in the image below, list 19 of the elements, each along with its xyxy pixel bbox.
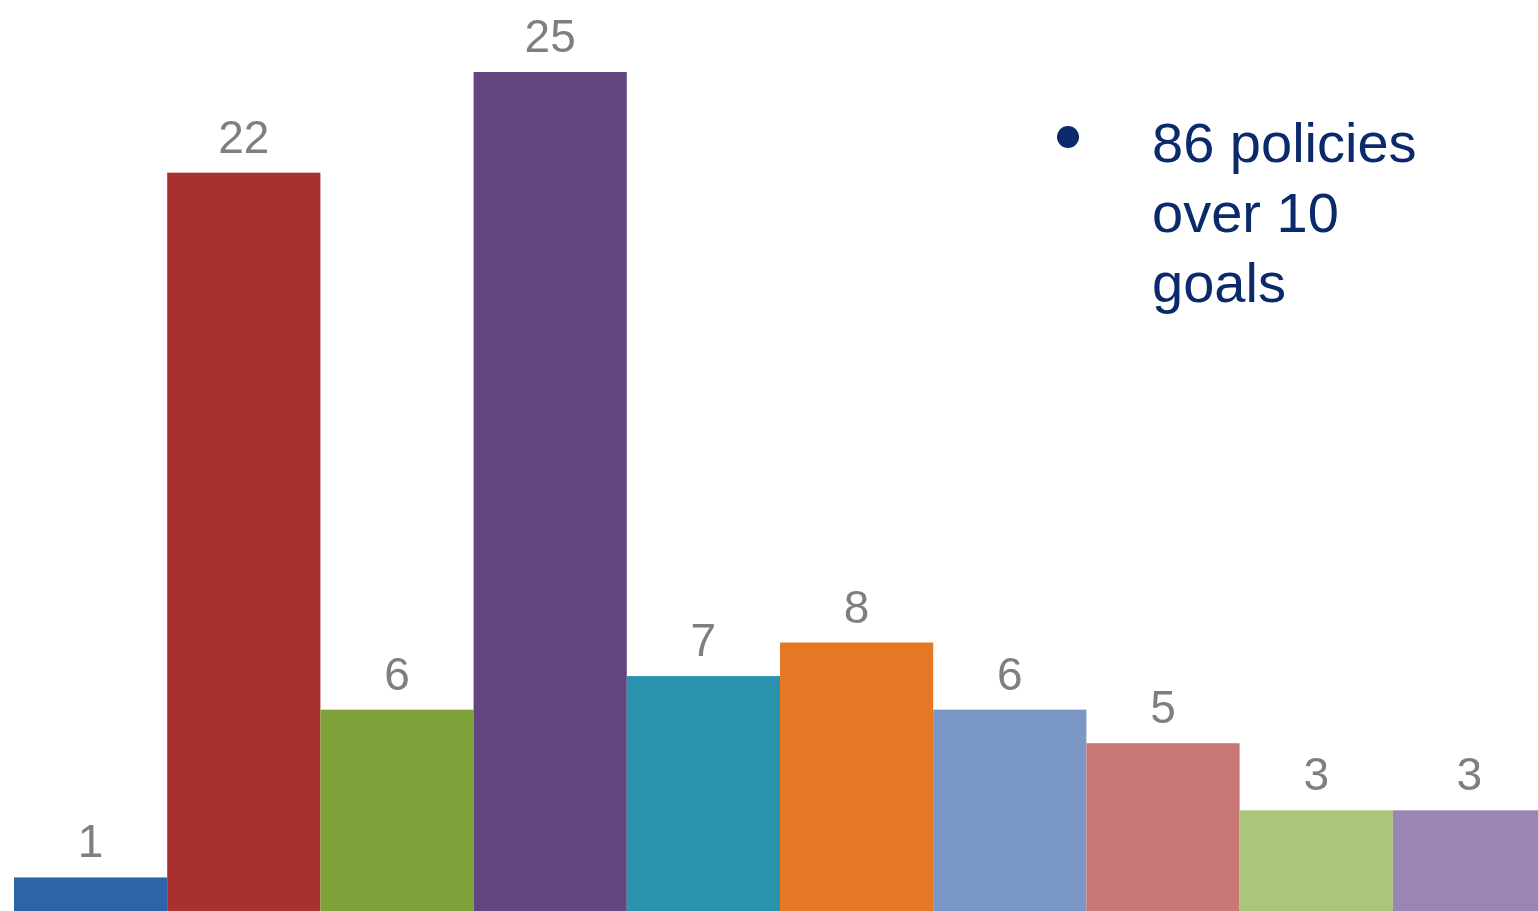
bar bbox=[626, 676, 780, 911]
bar bbox=[167, 172, 321, 911]
annotation: 86 policies over 10 goals bbox=[1152, 111, 1417, 314]
data-label: 5 bbox=[1150, 681, 1176, 734]
bar bbox=[1086, 743, 1240, 911]
bar bbox=[780, 642, 934, 911]
bar bbox=[14, 877, 168, 911]
bar bbox=[320, 709, 474, 911]
data-label: 22 bbox=[218, 110, 270, 163]
bar bbox=[473, 72, 627, 911]
data-label: 8 bbox=[843, 580, 870, 633]
data-label: 25 bbox=[524, 10, 576, 62]
data-label: 1 bbox=[77, 815, 104, 868]
bar bbox=[933, 709, 1087, 911]
data-label: 3 bbox=[1456, 748, 1483, 801]
data-label: 6 bbox=[997, 647, 1023, 700]
data-label: 7 bbox=[690, 614, 717, 667]
data-label: 6 bbox=[384, 647, 410, 700]
data-label: 3 bbox=[1303, 748, 1329, 801]
